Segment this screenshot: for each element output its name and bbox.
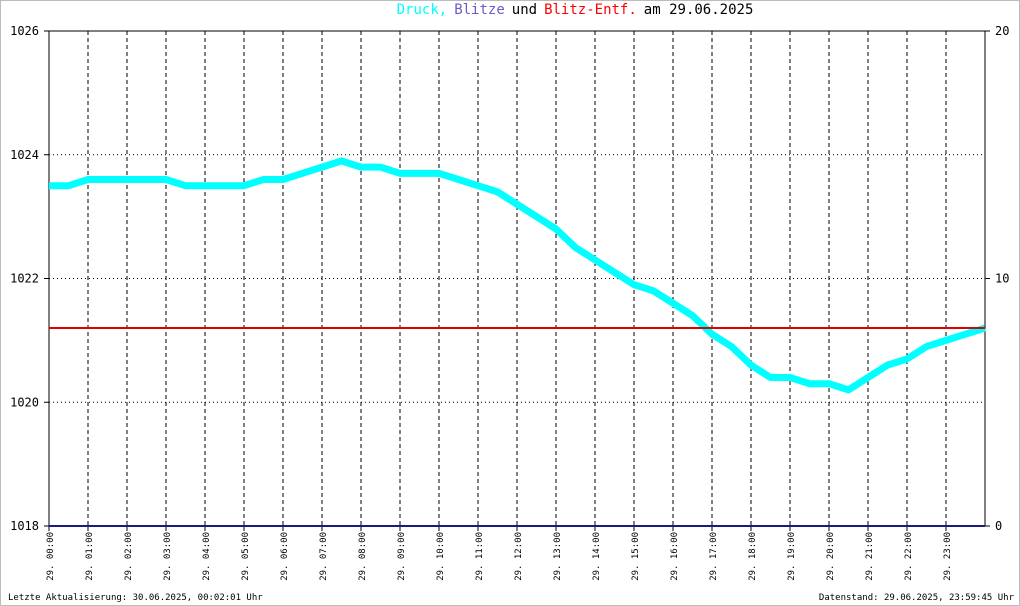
x-tick-label: 29. 15:00 (631, 532, 641, 581)
x-tick-label: 29. 07:00 (319, 532, 329, 581)
x-tick-label: 29. 09:00 (397, 532, 407, 581)
title-part: Druck, (397, 2, 448, 18)
title-part: am 29.06.2025 (644, 2, 754, 18)
x-tick-label: 29. 18:00 (748, 532, 758, 581)
x-tick-label: 29. 05:00 (241, 532, 251, 581)
x-tick-label: 29. 13:00 (553, 532, 563, 581)
x-tick-label: 29. 14:00 (592, 532, 602, 581)
x-tick-label: 29. 02:00 (124, 532, 134, 581)
x-tick-label: 29. 12:00 (514, 532, 524, 581)
x-tick-label: 29. 16:00 (670, 532, 680, 581)
x-tick-label: 29. 04:00 (202, 532, 212, 581)
x-tick-label: 29. 19:00 (787, 532, 797, 581)
chart-title: Druck, Blitze und Blitz-Entf. am 29.06.2025 (397, 2, 754, 18)
y-tick-label: 1022 (10, 272, 39, 286)
x-tick-label: 29. 08:00 (358, 532, 368, 581)
x-tick-label: 29. 17:00 (709, 532, 719, 581)
y-tick-label: 1026 (10, 24, 39, 38)
series-line (49, 157, 987, 394)
y-tick-label: 1018 (10, 519, 39, 533)
y2-tick-label: 10 (995, 272, 1009, 286)
y2-tick-label: 20 (995, 24, 1009, 38)
x-tick-label: 29. 11:00 (475, 532, 485, 581)
x-tick-label: 29. 03:00 (163, 532, 173, 581)
x-tick-label: 29. 21:00 (865, 532, 875, 581)
title-part: Blitz-Entf. (544, 2, 637, 18)
x-tick-label: 29. 23:00 (943, 532, 953, 581)
y-tick-label: 1020 (10, 395, 39, 409)
x-tick-label: 29. 10:00 (436, 532, 446, 581)
x-tick-label: 29. 00:00 (46, 532, 56, 581)
footer-left: Letzte Aktualisierung: 30.06.2025, 00:02… (8, 593, 263, 603)
x-tick-label: 29. 01:00 (85, 532, 95, 581)
x-tick-label: 29. 22:00 (904, 532, 914, 581)
y2-tick-label: 0 (995, 519, 1002, 533)
title-part: Blitze (454, 2, 505, 18)
y-tick-label: 1024 (10, 148, 39, 162)
footer-right: Datenstand: 29.06.2025, 23:59:45 Uhr (819, 593, 1015, 603)
x-tick-label: 29. 20:00 (826, 532, 836, 581)
title-part: und (512, 2, 537, 18)
x-tick-label: 29. 06:00 (280, 532, 290, 581)
